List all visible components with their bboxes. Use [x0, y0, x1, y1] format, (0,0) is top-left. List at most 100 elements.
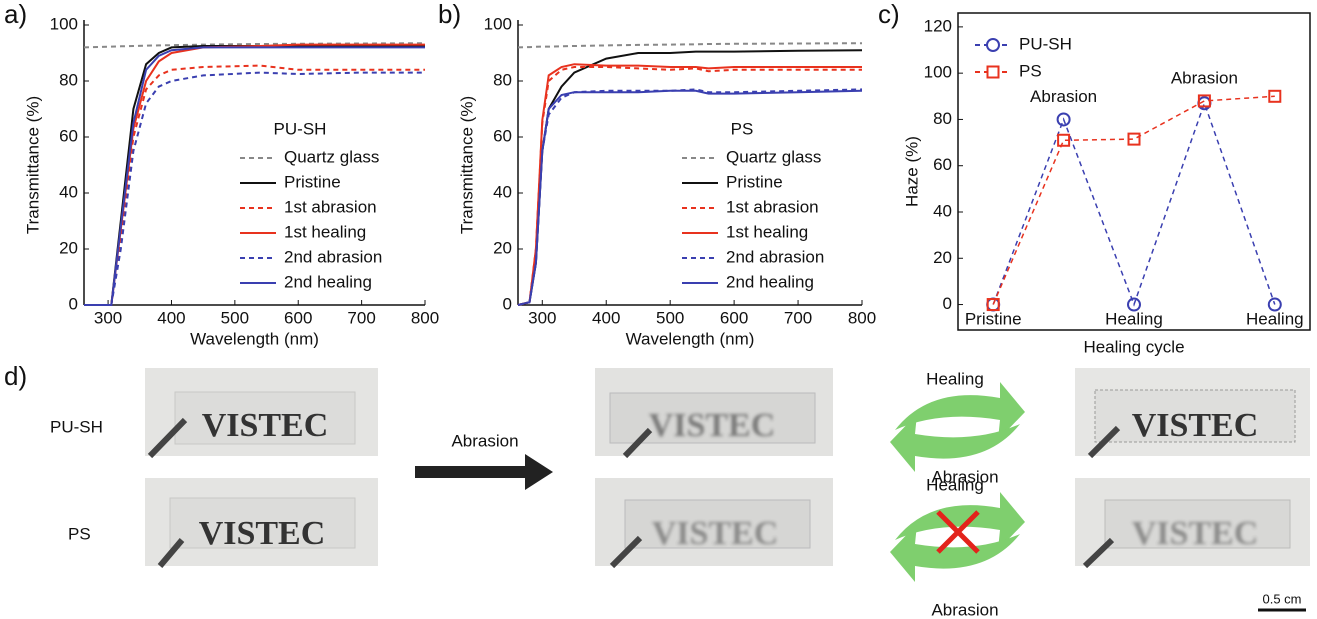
x-tick-label: 700	[784, 308, 812, 327]
marker	[1056, 112, 1071, 127]
y-tick-label: 60	[59, 126, 78, 145]
panel-label: d)	[4, 361, 27, 391]
cycle-label: Healing	[926, 369, 984, 388]
tweezers	[1082, 537, 1115, 569]
y-tick-label: 80	[933, 109, 952, 128]
y-tick-label: 20	[493, 238, 512, 257]
y-tick-label: 60	[493, 126, 512, 145]
marker	[986, 298, 1000, 312]
legend-label: Pristine	[726, 172, 783, 191]
series-line	[517, 49, 863, 306]
x-tick-label: 600	[720, 308, 748, 327]
tweezers	[622, 427, 653, 459]
film	[1094, 389, 1296, 443]
x-axis-title: Wavelength (nm)	[626, 329, 755, 348]
y-tick-label: 100	[50, 14, 78, 33]
y-axis-title: Transmittance (%)	[457, 96, 476, 234]
y-tick-label: 60	[933, 155, 952, 174]
tweezers	[147, 417, 188, 459]
legend-label: 2nd abrasion	[284, 247, 382, 266]
marker	[1057, 133, 1071, 147]
legend-label: 2nd healing	[726, 272, 814, 291]
photo-text: VISTEC	[652, 515, 779, 552]
x-tick-label: Pristine	[965, 309, 1022, 328]
photo-text: VISTEC	[1132, 515, 1259, 552]
legend-title: PS	[731, 119, 754, 138]
x-tick-label: 700	[347, 308, 375, 327]
y-tick-label: 100	[924, 63, 952, 82]
y-tick-label: 120	[924, 16, 952, 35]
x-tick-label: 500	[656, 308, 684, 327]
legend-label: 2nd healing	[284, 272, 372, 291]
arrow-label: Abrasion	[451, 431, 518, 450]
x-tick-label: 800	[411, 308, 439, 327]
y-tick-label: 40	[933, 201, 952, 220]
plot-frame	[957, 12, 1311, 331]
legend-label: Quartz glass	[284, 147, 379, 166]
photo-text: VISTEC	[1132, 407, 1259, 444]
marker	[1127, 297, 1141, 312]
legend-marker	[986, 38, 1000, 52]
x-tick-label: Healing	[1105, 309, 1163, 328]
marker	[1268, 89, 1282, 103]
tweezers	[157, 538, 185, 568]
annotation: Abrasion	[1030, 87, 1097, 106]
legend-title: PU-SH	[274, 119, 327, 138]
y-tick-label: 0	[69, 294, 78, 313]
y-axis-title: Transmittance (%)	[23, 96, 42, 234]
series-line	[84, 46, 425, 306]
y-tick-label: 20	[933, 248, 952, 267]
series-line	[992, 95, 1275, 305]
y-tick-label: 0	[503, 294, 512, 313]
photo-text: VISTEC	[649, 407, 776, 444]
series-line	[83, 42, 426, 49]
marker	[1197, 94, 1211, 108]
y-tick-label: 80	[59, 70, 78, 89]
legend-label: 2nd abrasion	[726, 247, 824, 266]
legend-label: Pristine	[284, 172, 341, 191]
series-line	[517, 88, 863, 306]
photo-text: VISTEC	[199, 515, 326, 552]
film	[1104, 499, 1291, 549]
arrow	[415, 454, 553, 490]
x-tick-label: 600	[284, 308, 312, 327]
x-axis-title: Healing cycle	[1083, 337, 1184, 356]
y-axis-title: Haze (%)	[902, 136, 921, 207]
tweezers	[609, 535, 643, 569]
series-line	[84, 64, 425, 306]
x-tick-label: 800	[848, 308, 876, 327]
annotation: Abrasion	[1171, 68, 1238, 87]
y-tick-label: 100	[484, 14, 512, 33]
film	[174, 391, 356, 445]
cross	[936, 510, 980, 554]
cycle-label: Healing	[926, 475, 984, 494]
y-tick-label: 20	[59, 238, 78, 257]
y-tick-label: 40	[59, 182, 78, 201]
panel-label: c)	[878, 0, 900, 29]
cycle-label: Abrasion	[931, 600, 998, 619]
x-tick-label: 400	[592, 308, 620, 327]
legend-label: PS	[1019, 61, 1042, 80]
series-line	[84, 71, 425, 306]
y-tick-label: 80	[493, 70, 512, 89]
x-axis-title: Wavelength (nm)	[190, 329, 319, 348]
cycle-label: Abrasion	[931, 467, 998, 486]
legend-marker	[986, 65, 1000, 79]
series-line	[517, 89, 863, 306]
film	[624, 499, 811, 549]
x-tick-label: 300	[528, 308, 556, 327]
photo-panel: d) PU-SH PS VISTEC VISTEC VISTEC VISTEC …	[4, 361, 1310, 619]
y-tick-label: 0	[943, 294, 952, 313]
series-line	[992, 100, 1276, 307]
panel-label: a)	[4, 0, 27, 29]
series-line	[517, 63, 862, 306]
x-tick-label: 400	[157, 308, 185, 327]
x-tick-label: 500	[221, 308, 249, 327]
marker	[1127, 132, 1141, 146]
legend-label: Quartz glass	[726, 147, 821, 166]
legend-label: 1st healing	[726, 222, 808, 241]
row-label: PU-SH	[50, 417, 103, 436]
x-tick-label: 300	[94, 308, 122, 327]
series-line	[517, 66, 862, 306]
